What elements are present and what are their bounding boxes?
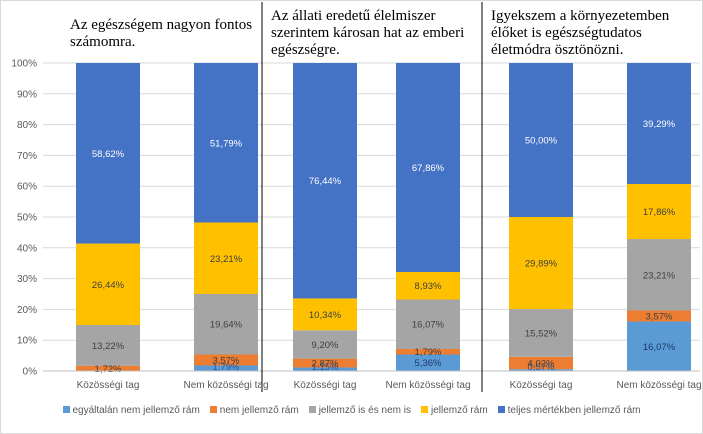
chart-legend: egyáltalán nem jellemző rám nem jellemző … (0, 405, 703, 416)
x-category-label: Nem közösségi tag (385, 380, 470, 391)
bar-segment (293, 330, 357, 359)
data-label: 1,15% (312, 362, 339, 373)
x-category-label: Közösségi tag (77, 380, 140, 391)
data-label: 9,20% (312, 340, 339, 351)
panel-title: Az egészségem nagyon fontos számomra. (70, 17, 253, 50)
y-tick-label: 80% (17, 120, 37, 131)
y-tick-label: 0% (23, 367, 38, 378)
bar-segment (76, 324, 140, 366)
bar-segment (76, 243, 140, 325)
legend-label: nem jellemző rám (219, 405, 299, 416)
bar-segment (627, 184, 691, 240)
data-label: 23,21% (643, 270, 676, 281)
data-label: 16,07% (412, 320, 445, 331)
data-label: 3,57% (213, 355, 240, 366)
bar-segment (509, 369, 573, 371)
legend-swatch (420, 406, 428, 413)
legend-swatch (308, 406, 316, 413)
legend-item: nem jellemző rám (209, 405, 299, 416)
y-tick-label: 10% (17, 336, 37, 347)
bar-segment (627, 63, 691, 185)
bar-segment (627, 310, 691, 322)
data-label: 67,86% (412, 163, 445, 174)
bar-segment (396, 348, 460, 355)
y-tick-label: 60% (17, 182, 37, 193)
legend-swatch (209, 406, 217, 413)
bar-segment (293, 63, 357, 299)
data-label: 1,79% (213, 362, 240, 373)
data-label: 29,89% (525, 259, 558, 270)
data-label: 10,34% (309, 310, 342, 321)
data-label: 15,52% (525, 328, 558, 339)
bar-segment (396, 299, 460, 349)
bar-segment (509, 217, 573, 310)
y-tick-label: 40% (17, 243, 37, 254)
data-label: 23,21% (210, 254, 243, 265)
bar-segment (293, 298, 357, 331)
data-label: 51,79% (210, 138, 243, 149)
data-label: 1,72% (95, 364, 122, 375)
data-label: 1,79% (415, 347, 442, 358)
legend-item: jellemző is és nem is (308, 405, 411, 416)
bar-segment (293, 367, 357, 371)
data-label: 58,62% (92, 149, 125, 160)
data-label: 16,07% (643, 342, 676, 353)
bar-segment (396, 354, 460, 371)
data-label: 39,29% (643, 119, 676, 130)
bar-segment (194, 294, 258, 355)
legend-label: jellemző is és nem is (318, 405, 411, 416)
legend-item: egyáltalán nem jellemző rám (62, 405, 200, 416)
legend-item: jellemző rám (420, 405, 488, 416)
x-category-label: Közösségi tag (510, 380, 573, 391)
legend-label: jellemző rám (430, 405, 488, 416)
data-label: 76,44% (309, 176, 342, 187)
bar-segment (396, 271, 460, 300)
bar-segment (509, 63, 573, 217)
y-tick-label: 90% (17, 89, 37, 100)
bar-segment (76, 63, 140, 244)
legend-swatch (62, 406, 70, 413)
bar-segment (293, 358, 357, 368)
bar-segment (627, 321, 691, 371)
data-label: 3,57% (646, 312, 673, 323)
bar-segment (509, 309, 573, 357)
data-label: 26,44% (92, 280, 125, 291)
y-tick-label: 50% (17, 213, 37, 224)
x-category-label: Nem közösségi tag (183, 380, 268, 391)
legend-swatch (497, 406, 505, 413)
y-tick-label: 20% (17, 305, 37, 316)
bar-segment (76, 365, 140, 371)
legend-label: egyáltalán nem jellemző rám (72, 405, 200, 416)
legend-item: teljes mértékben jellemző rám (497, 405, 641, 416)
x-category-label: Nem közösségi tag (616, 380, 701, 391)
bar-segment (627, 239, 691, 311)
panel-title: Igyekszem a környezetemben élőket is egé… (491, 8, 670, 58)
bar-segment (194, 63, 258, 223)
y-tick-label: 100% (11, 59, 37, 70)
legend-label: teljes mértékben jellemző rám (507, 405, 641, 416)
bar-segment (194, 354, 258, 366)
data-label: 17,86% (643, 207, 676, 218)
bar-segment (396, 62, 460, 272)
panel-title: Az állati eredetű élelmiszer szerintem k… (271, 8, 465, 58)
x-category-label: Közösségi tag (294, 380, 357, 391)
bar-segment (194, 365, 258, 371)
bar-segment (194, 222, 258, 294)
data-label: 0,57% (528, 362, 555, 373)
data-label: 19,64% (210, 320, 243, 331)
data-label: 8,93% (415, 281, 442, 292)
data-label: 5,36% (415, 358, 442, 369)
data-label: 2,87% (312, 359, 339, 370)
y-tick-label: 30% (17, 274, 37, 285)
y-tick-label: 70% (17, 151, 37, 162)
bar-segment (509, 356, 573, 370)
data-label: 4,02% (528, 359, 555, 370)
data-label: 50,00% (525, 136, 558, 147)
data-label: 13,22% (92, 341, 125, 352)
